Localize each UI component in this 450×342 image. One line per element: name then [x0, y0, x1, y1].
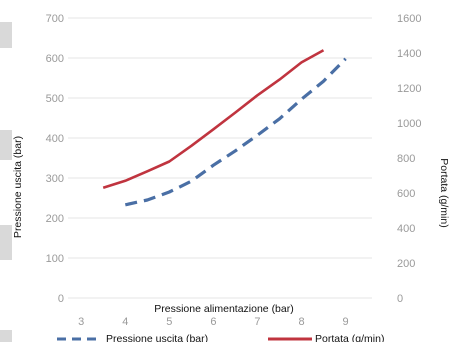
y2-tick-label-800: 800 [397, 153, 415, 165]
x-tick-label-3: 3 [78, 316, 84, 328]
y2-tick-label-1600: 1600 [397, 13, 421, 25]
series-line-pressione-uscita [124, 57, 347, 207]
gridlines [68, 17, 372, 299]
x-tick-label-4: 4 [122, 316, 128, 328]
y2-tick-label-0: 0 [397, 293, 403, 305]
left-axis-ticks: 0 100 200 300 400 500 600 700 [46, 13, 64, 305]
y-tick-label-500: 500 [46, 93, 64, 105]
left-edge-bar-2 [0, 130, 12, 160]
y-tick-label-300: 300 [46, 173, 64, 185]
left-edge-bar-4 [0, 330, 12, 342]
y2-tick-label-400: 400 [397, 223, 415, 235]
x-tick-label-9: 9 [343, 316, 349, 328]
y-tick-label-600: 600 [46, 53, 64, 65]
legend-label-pressione-uscita: Pressione uscita (bar) [106, 333, 208, 342]
y2-tick-label-1000: 1000 [397, 118, 421, 130]
legend: Pressione uscita (bar) Portata (g/min) [57, 333, 384, 342]
y-tick-label-200: 200 [46, 213, 64, 225]
series-layer [102, 49, 347, 207]
x-tick-label-7: 7 [254, 316, 260, 328]
y-tick-label-0: 0 [58, 293, 64, 305]
x-axis-ticks: 3 4 5 6 7 8 9 [78, 316, 348, 328]
left-edge-bar-3 [0, 225, 12, 260]
legend-label-portata: Portata (g/min) [315, 333, 384, 342]
x-tick-label-8: 8 [298, 316, 304, 328]
y-tick-label-700: 700 [46, 13, 64, 25]
y2-tick-label-1200: 1200 [397, 83, 421, 95]
y2-tick-label-1400: 1400 [397, 48, 421, 60]
x-axis-title: Pressione alimentazione (bar) [154, 303, 293, 315]
y-tick-label-100: 100 [46, 253, 64, 265]
x-tick-label-5: 5 [166, 316, 172, 328]
y-tick-label-400: 400 [46, 133, 64, 145]
y2-tick-label-600: 600 [397, 188, 415, 200]
y2-axis-title: Portata (g/min) [438, 158, 450, 227]
series-line-portata [102, 49, 325, 190]
left-edge-bar-1 [0, 22, 12, 48]
right-axis-ticks: 0 200 400 600 800 1000 1200 1400 1600 [397, 13, 421, 305]
y2-tick-label-200: 200 [397, 258, 415, 270]
x-tick-label-6: 6 [210, 316, 216, 328]
y-axis-title: Pressione uscita (bar) [12, 136, 24, 238]
